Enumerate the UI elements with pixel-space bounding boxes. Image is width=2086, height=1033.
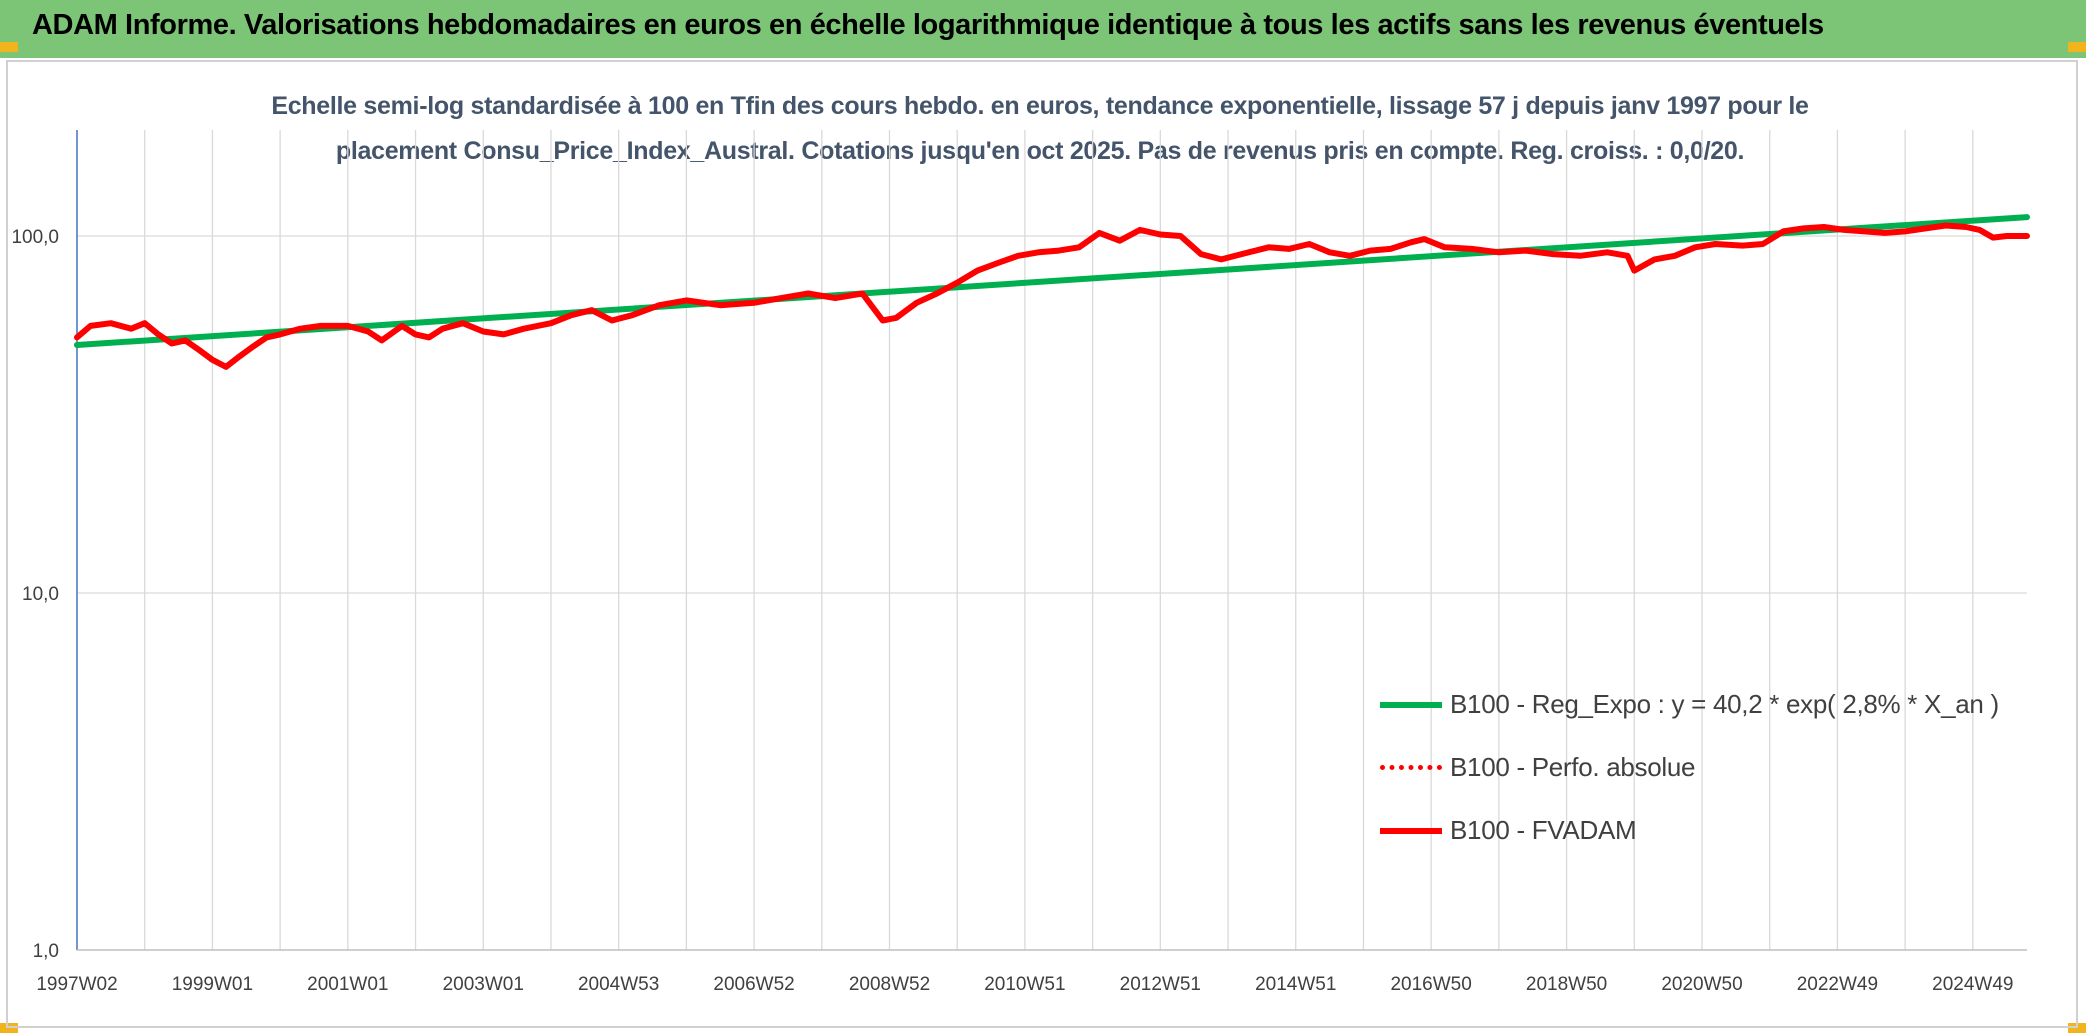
corner-marker-bottom-left: [0, 1023, 18, 1033]
x-tick-label: 2004W53: [578, 974, 659, 995]
series-lines: [74, 214, 2030, 370]
x-tick-label: 2024W49: [1932, 974, 2013, 995]
title-banner: ADAM Informe. Valorisations hebdomadaire…: [0, 0, 2086, 58]
corner-marker-bottom-right: [2068, 1023, 2086, 1033]
y-tick-label: 10,0: [22, 584, 59, 605]
legend-swatch-reg-expo: [1380, 702, 1442, 708]
x-tick-label: 2001W01: [307, 974, 388, 995]
x-tick-label: 2006W52: [713, 974, 794, 995]
tick-labels: 1,0 10,0 100,0 1997W02 1999W01 2001W01 2003W01…: [11, 227, 2013, 995]
x-tick-label: 1997W02: [36, 974, 117, 995]
y-tick-label: 1,0: [33, 941, 59, 962]
x-tick-label: 2014W51: [1255, 974, 1336, 995]
legend-swatch-fvadam: [1380, 828, 1442, 834]
legend-label-perfo-absolue: B100 - Perfo. absolue: [1450, 752, 1696, 782]
chart-title-line-1: Echelle semi-log standardisée à 100 en T…: [271, 92, 1809, 120]
axes: [76, 130, 2027, 951]
page-title: ADAM Informe. Valorisations hebdomadaire…: [32, 9, 1824, 41]
x-tick-label: 1999W01: [172, 974, 253, 995]
gridlines: [77, 130, 2027, 950]
chart-title-line-2: placement Consu_Price_Index_Austral. Cot…: [335, 137, 1745, 165]
corner-marker-top-right: [2068, 42, 2086, 52]
x-tick-label: 2012W51: [1120, 974, 1201, 995]
x-tick-label: 2016W50: [1390, 974, 1471, 995]
chart-title: Echelle semi-log standardisée à 100 en T…: [240, 84, 1840, 174]
chart-frame: [6, 60, 2078, 1028]
series-line-fvadam: [74, 222, 2030, 370]
x-tick-label: 2003W01: [443, 974, 524, 995]
y-tick-label: 100,0: [11, 227, 59, 248]
x-tick-label: 2018W50: [1526, 974, 1607, 995]
x-tick-label: 2008W52: [849, 974, 930, 995]
x-tick-label: 2010W51: [984, 974, 1065, 995]
legend-swatch-perfo-absolue: [1380, 765, 1442, 770]
legend-label-fvadam: B100 - FVADAM: [1450, 815, 1637, 845]
x-tick-label: 2022W49: [1797, 974, 1878, 995]
corner-marker-top-left: [0, 42, 18, 52]
legend-label-reg-expo: B100 - Reg_Expo : y = 40,2 * exp( 2,8% *…: [1450, 689, 1999, 719]
x-tick-label: 2020W50: [1661, 974, 1742, 995]
